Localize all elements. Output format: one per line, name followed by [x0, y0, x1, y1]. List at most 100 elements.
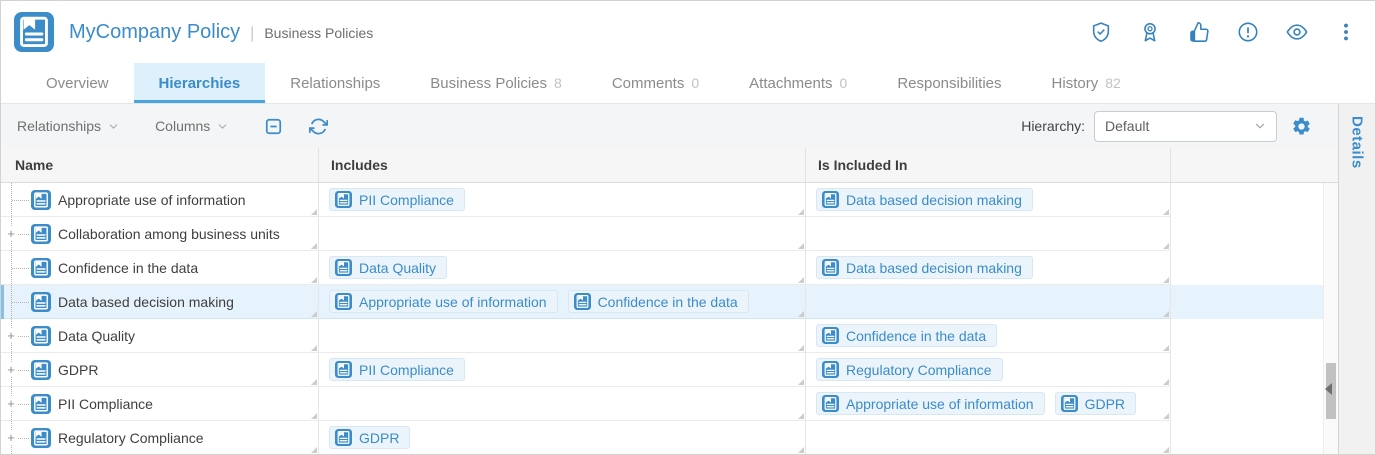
row-filler — [1171, 421, 1338, 454]
tree-stub — [12, 200, 29, 201]
panel-collapse-arrow-icon[interactable] — [1325, 383, 1332, 395]
table-row[interactable]: Regulatory Compliance + GDPR — [1, 421, 1338, 454]
column-header-name[interactable]: Name — [1, 148, 319, 182]
name-cell[interactable]: PII Compliance + — [1, 387, 319, 421]
name-cell[interactable]: Data Quality + — [1, 319, 319, 353]
asset-name: GDPR — [58, 361, 99, 378]
name-cell[interactable]: Appropriate use of information — [1, 183, 319, 217]
includes-cell[interactable] — [319, 387, 806, 421]
includes-cell[interactable]: Data Quality — [319, 251, 806, 285]
tree-stub — [12, 268, 29, 269]
includes-cell[interactable]: PII Compliance — [319, 183, 806, 217]
tab-business-policies[interactable]: Business Policies 8 — [405, 63, 587, 103]
shield-check-icon[interactable] — [1089, 21, 1112, 44]
business-policy-icon — [822, 191, 839, 208]
tab-responsibilities[interactable]: Responsibilities — [872, 63, 1026, 103]
asset-chip[interactable]: Appropriate use of information — [816, 392, 1045, 415]
table-row[interactable]: Appropriate use of information PII Compl… — [1, 183, 1338, 217]
business-policy-icon — [31, 224, 51, 244]
columns-dropdown[interactable]: Columns — [155, 118, 228, 134]
name-cell[interactable]: Regulatory Compliance + — [1, 421, 319, 454]
column-header-is-included-in[interactable]: Is Included In — [806, 148, 1171, 182]
hierarchy-select[interactable]: Default — [1094, 110, 1277, 142]
asset-chip[interactable]: PII Compliance — [329, 358, 465, 381]
name-cell[interactable]: GDPR + — [1, 353, 319, 387]
asset-chip[interactable]: Confidence in the data — [567, 290, 749, 313]
tab-overview[interactable]: Overview — [21, 63, 134, 103]
table-row[interactable]: Confidence in the data Data Quality Data… — [1, 251, 1338, 285]
collapse-all-icon[interactable] — [264, 117, 283, 136]
tab-attachments[interactable]: Attachments 0 — [724, 63, 872, 103]
tree-stub — [12, 336, 29, 337]
expand-toggle[interactable]: + — [4, 328, 18, 343]
asset-chip[interactable]: PII Compliance — [329, 188, 465, 211]
kebab-menu-icon[interactable] — [1334, 21, 1357, 44]
relationships-dropdown-label: Relationships — [17, 118, 102, 134]
name-cell[interactable]: Collaboration among business units + — [1, 217, 319, 251]
tab-label: Responsibilities — [897, 74, 1002, 92]
business-policy-icon — [1061, 395, 1078, 412]
vertical-scrollbar[interactable] — [1323, 183, 1338, 454]
asset-chip[interactable]: Confidence in the data — [816, 324, 998, 347]
name-cell[interactable]: Data based decision making — [1, 285, 319, 319]
is-included-in-cell[interactable]: Regulatory Compliance — [806, 353, 1171, 387]
alert-circle-icon[interactable] — [1236, 21, 1259, 44]
includes-cell[interactable] — [319, 319, 806, 353]
asset-chip[interactable]: GDPR — [1054, 392, 1137, 415]
details-panel-tab[interactable]: Details — [1338, 104, 1375, 454]
tab-history[interactable]: History 82 — [1027, 63, 1146, 103]
asset-chip[interactable]: Data based decision making — [816, 188, 1033, 211]
is-included-in-cell[interactable]: Confidence in the data — [806, 319, 1171, 353]
tab-comments[interactable]: Comments 0 — [587, 63, 724, 103]
includes-cell[interactable]: Appropriate use of information Confidenc… — [319, 285, 806, 319]
expand-toggle[interactable]: + — [4, 430, 18, 445]
hierarchy-pane: Relationships Columns Hierarchy: Default — [1, 104, 1338, 454]
expand-toggle[interactable]: + — [4, 396, 18, 411]
table-row[interactable]: Collaboration among business units + — [1, 217, 1338, 251]
is-included-in-cell[interactable] — [806, 285, 1171, 319]
tab-label: History — [1051, 74, 1099, 92]
asset-chip[interactable]: GDPR — [329, 426, 411, 449]
eye-icon[interactable] — [1285, 21, 1308, 44]
table-row[interactable]: Data Quality + Confidence in the data — [1, 319, 1338, 353]
includes-cell[interactable]: GDPR — [319, 421, 806, 454]
relationships-dropdown[interactable]: Relationships — [17, 118, 119, 134]
name-cell[interactable]: Confidence in the data — [1, 251, 319, 285]
tab-hierarchies[interactable]: Hierarchies — [133, 63, 266, 103]
is-included-in-cell[interactable] — [806, 421, 1171, 454]
asset-chip[interactable]: Appropriate use of information — [329, 290, 558, 313]
includes-cell[interactable]: PII Compliance — [319, 353, 806, 387]
table-row[interactable]: GDPR + PII Compliance Regulatory Complia… — [1, 353, 1338, 387]
table-row[interactable]: Data based decision making Appropriate u… — [1, 285, 1338, 319]
thumbs-up-icon[interactable] — [1187, 21, 1210, 44]
asset-name: Data Quality — [58, 327, 136, 344]
is-included-in-cell[interactable]: Appropriate use of information GDPR — [806, 387, 1171, 421]
is-included-in-cell[interactable]: Data based decision making — [806, 251, 1171, 285]
refresh-icon[interactable] — [309, 117, 328, 136]
tab-count: 82 — [1105, 75, 1121, 91]
asset-chip[interactable]: Regulatory Compliance — [816, 358, 1003, 381]
includes-cell[interactable] — [319, 217, 806, 251]
asset-chip[interactable]: Data Quality — [329, 256, 448, 279]
asset-chip-label: Data Quality — [359, 259, 437, 276]
is-included-in-cell[interactable]: Data based decision making — [806, 183, 1171, 217]
expand-toggle[interactable]: + — [4, 226, 18, 241]
asset-name: Appropriate use of information — [58, 191, 246, 208]
asset-name: Data based decision making — [58, 293, 234, 310]
expand-toggle[interactable]: + — [4, 362, 18, 377]
tab-relationships[interactable]: Relationships — [265, 63, 405, 103]
row-filler — [1171, 319, 1338, 353]
is-included-in-cell[interactable] — [806, 217, 1171, 251]
column-header-includes[interactable]: Includes — [319, 148, 806, 182]
asset-chip-label: Regulatory Compliance — [846, 361, 992, 378]
asset-chip-label: Confidence in the data — [597, 293, 738, 310]
asset-name: PII Compliance — [58, 395, 153, 412]
business-policy-icon — [822, 361, 839, 378]
table-row[interactable]: PII Compliance + Appropriate use of info… — [1, 387, 1338, 421]
tree-stub — [12, 370, 29, 371]
gear-icon[interactable] — [1291, 116, 1312, 137]
award-icon[interactable] — [1138, 21, 1161, 44]
asset-chip-label: Data based decision making — [846, 191, 1022, 208]
asset-chip[interactable]: Data based decision making — [816, 256, 1033, 279]
business-policy-icon — [31, 258, 51, 278]
